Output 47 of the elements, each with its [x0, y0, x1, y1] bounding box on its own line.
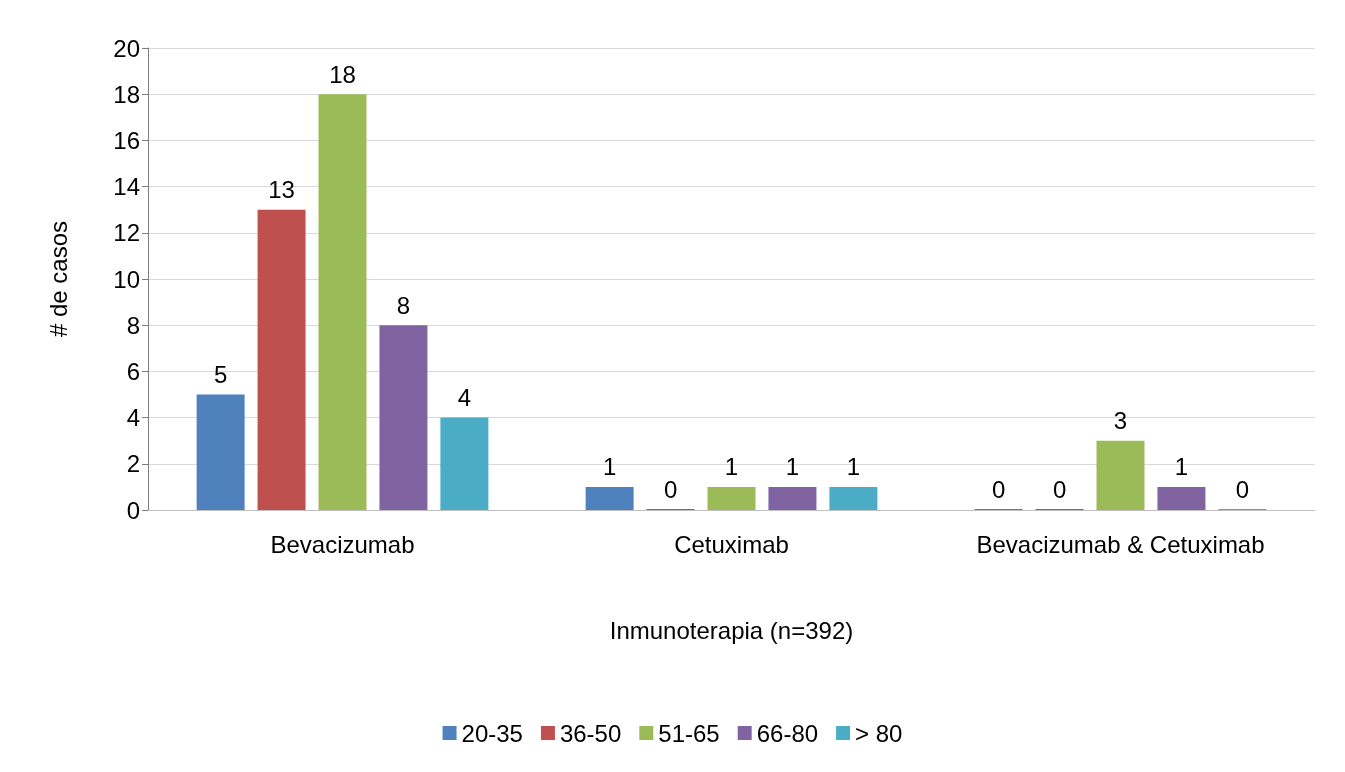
legend-label: 51-65: [658, 719, 720, 747]
y-tick-label: 16: [113, 126, 140, 154]
bar: [257, 209, 306, 510]
data-label: 0: [991, 475, 1006, 503]
data-label: 1: [602, 453, 617, 481]
data-label: 3: [1113, 407, 1128, 435]
y-tick-label: 4: [126, 404, 140, 432]
data-label: 1: [785, 453, 800, 481]
y-tick-label: 6: [126, 357, 140, 385]
x-tick-label: Cetuximab: [674, 530, 789, 558]
data-label: 1: [846, 453, 861, 481]
y-tick-label: 14: [113, 173, 140, 201]
data-label: 8: [396, 291, 411, 319]
bar: [318, 94, 367, 510]
data-label: 5: [213, 361, 228, 388]
data-label: 18: [329, 60, 356, 88]
data-label: 0: [1235, 475, 1250, 503]
data-label: 0: [1052, 475, 1067, 503]
bar: [1096, 440, 1145, 510]
y-tick-label: 10: [113, 265, 140, 293]
y-tick-label: 8: [126, 311, 140, 339]
data-label: 1: [1174, 453, 1189, 481]
data-label: 13: [268, 176, 295, 204]
data-label: 0: [663, 475, 678, 503]
y-tick-label: 20: [113, 34, 140, 62]
y-tick-label: 12: [113, 219, 140, 247]
bar: [440, 417, 489, 510]
y-axis-title: # de casos: [44, 220, 72, 338]
legend-label: 66-80: [756, 719, 819, 747]
bar: [707, 486, 756, 510]
data-label: 1: [724, 453, 739, 481]
y-tick-label: 2: [126, 450, 140, 478]
data-label: 4: [457, 384, 472, 412]
bar: [1157, 486, 1206, 510]
y-tick-label: 0: [126, 496, 140, 524]
bar: [829, 486, 878, 510]
legend-label: > 80: [855, 719, 903, 747]
legend-label: 20-35: [461, 719, 523, 747]
x-tick-label: Bevacizumab: [270, 530, 415, 558]
y-tick-label: 18: [113, 80, 140, 108]
x-tick-label: Bevacizumab & Cetuximab: [976, 530, 1265, 558]
bar: [768, 486, 817, 510]
x-axis-title: Inmunoterapia (n=392): [609, 616, 854, 644]
bar: [585, 486, 634, 510]
legend-label: 36-50: [559, 719, 622, 747]
bar: [379, 325, 428, 510]
bar: [196, 394, 245, 510]
